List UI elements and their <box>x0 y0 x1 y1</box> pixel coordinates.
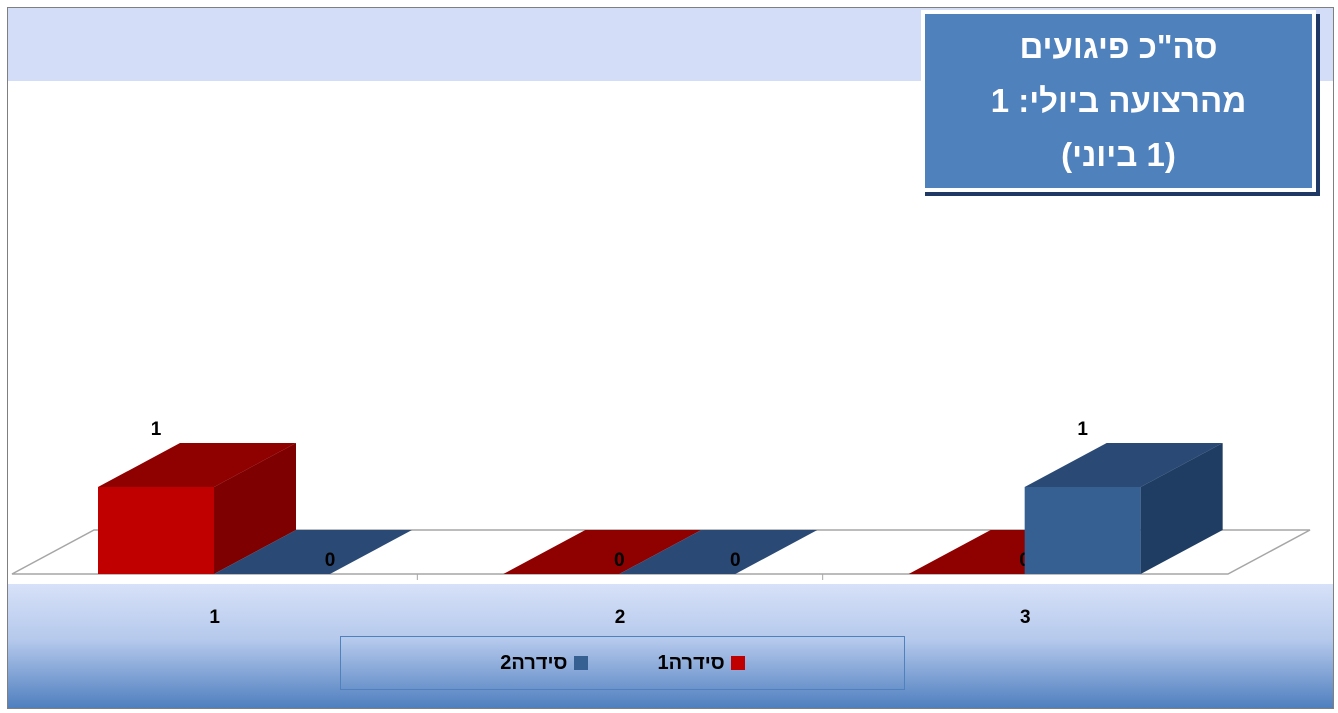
data-label-סידרה2-3: 1 <box>1077 419 1088 440</box>
x-tick-label-1: 1 <box>209 607 220 628</box>
title-line-1: סה"כ פיגועים <box>1019 28 1218 65</box>
legend-label-series-2: סידרה2 <box>500 651 568 674</box>
bar-front-סידרה2-3 <box>1024 487 1141 574</box>
legend-label-series-1: סידרה1 <box>657 651 725 674</box>
bar-side-סידרה2-3 <box>1140 443 1223 574</box>
chart-title: סה"כ פיגועים מהרצועה ביולי: 1 (1 ביוני) <box>925 14 1312 188</box>
bar-top-סידרה1-2 <box>503 530 702 574</box>
legend-swatch-series-2 <box>573 656 588 670</box>
bar-front-סידרה1-1 <box>98 487 214 574</box>
bar-top-סידרה2-3 <box>1024 443 1223 487</box>
chart-title-box: סה"כ פיגועים מהרצועה ביולי: 1 (1 ביוני) <box>921 10 1316 192</box>
bar-top-סידרה2-2 <box>619 530 818 574</box>
bar-top-סידרה2-1 <box>214 530 412 574</box>
data-label-סידרה2-2: 0 <box>730 550 741 571</box>
legend-item-series-2: סידרה2 <box>500 651 588 675</box>
bar-top-סידרה1-1 <box>98 443 296 487</box>
plot-bottom-band <box>8 584 1333 708</box>
title-line-3: (1 ביוני) <box>1061 136 1176 173</box>
bar-side-סידרה1-1 <box>214 443 296 574</box>
data-label-סידרה2-1: 0 <box>325 550 336 571</box>
legend-swatch-series-1 <box>730 656 745 670</box>
x-tick-label-2: 2 <box>615 607 626 628</box>
data-label-סידרה1-1: 1 <box>151 419 162 440</box>
x-tick-label-3: 3 <box>1020 607 1031 628</box>
legend-item-series-1: סידרה1 <box>658 652 745 675</box>
title-line-2: מהרצועה ביולי: 1 <box>990 82 1247 119</box>
data-label-סידרה1-2: 0 <box>614 550 625 571</box>
legend: סידרה1 סידרה2 <box>340 636 905 690</box>
